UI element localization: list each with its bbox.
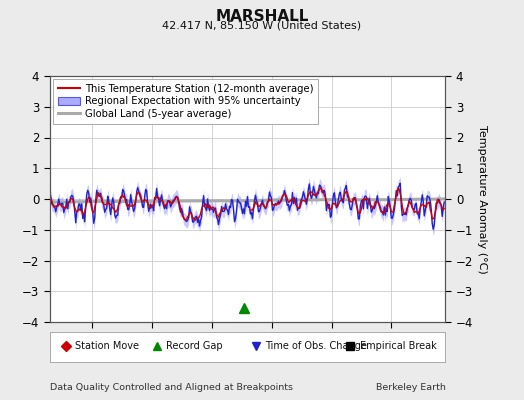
Text: Record Gap: Record Gap	[167, 341, 223, 351]
Legend: This Temperature Station (12-month average), Regional Expectation with 95% uncer: This Temperature Station (12-month avera…	[53, 79, 318, 124]
Text: 42.417 N, 85.150 W (United States): 42.417 N, 85.150 W (United States)	[162, 20, 362, 30]
Text: Data Quality Controlled and Aligned at Breakpoints: Data Quality Controlled and Aligned at B…	[50, 383, 293, 392]
Text: Station Move: Station Move	[75, 341, 139, 351]
Y-axis label: Temperature Anomaly (°C): Temperature Anomaly (°C)	[477, 125, 487, 273]
Text: Time of Obs. Change: Time of Obs. Change	[265, 341, 367, 351]
Text: MARSHALL: MARSHALL	[215, 9, 309, 24]
Text: Berkeley Earth: Berkeley Earth	[376, 383, 445, 392]
Text: Empirical Break: Empirical Break	[361, 341, 437, 351]
